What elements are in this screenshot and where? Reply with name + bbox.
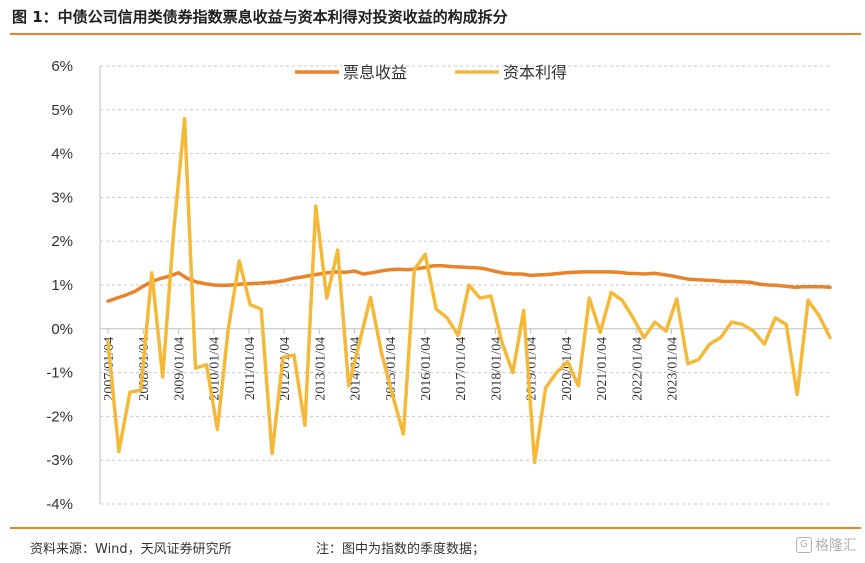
legend-label: 资本利得: [503, 63, 567, 82]
y-axis: 6% 5% 4% 3% 2% 1% 0% -1% -2% -3% -4%: [46, 58, 101, 513]
footnote: 注：图中为指数的季度数据；: [316, 542, 486, 557]
x-tick-label: 2020/01/04: [560, 337, 575, 401]
y-tick-label: 6%: [51, 58, 73, 75]
x-tick-label: 2012/01/04: [278, 337, 293, 401]
x-tick-label: 2009/01/04: [172, 337, 187, 401]
chart-title: 图 1：中债公司信用类债券指数票息收益与资本利得对投资收益的构成拆分: [12, 8, 508, 26]
x-tick-label: 2016/01/04: [419, 337, 434, 401]
series-line-资本利得: [106, 116, 832, 465]
y-tick-label: 5%: [51, 102, 73, 119]
y-tick-label: -1%: [46, 365, 73, 382]
y-tick-label: 0%: [51, 321, 73, 338]
gridlines: [100, 65, 830, 505]
line-chart: 6%5%4%3%2%1%0%-1%-2%-3%-4% 2007/01/04 200…: [46, 58, 832, 513]
footer-divider: [10, 527, 861, 529]
watermark-logo-icon: G: [796, 537, 812, 553]
x-tick-label: 2018/01/04: [489, 337, 504, 401]
y-tick-label: 1%: [51, 277, 73, 294]
x-tick-label: 2015/01/04: [384, 337, 399, 401]
x-tick-label: 2023/01/04: [666, 337, 681, 401]
x-tick-label: 2022/01/04: [630, 337, 645, 401]
series-line-票息收益: [106, 263, 832, 303]
x-tick-label: 2011/01/04: [243, 337, 258, 400]
y-tick-label: -2%: [46, 408, 73, 425]
y-tick-label: 4%: [51, 146, 73, 163]
x-tick-label: 2013/01/04: [313, 337, 328, 401]
x-tick-label: 2021/01/04: [595, 337, 610, 401]
y-tick-label: 2%: [51, 233, 73, 250]
watermark: G 格隆汇: [796, 535, 857, 555]
x-tick-label: 2014/01/04: [349, 337, 364, 401]
legend-label: 票息收益: [343, 63, 407, 82]
source-note: 资料来源：Wind，天风证券研究所: [30, 542, 232, 557]
legend: 票息收益 资本利得: [295, 63, 567, 82]
watermark-text: 格隆汇: [815, 538, 857, 554]
y-tick-label: 3%: [51, 189, 73, 206]
y-tick-label: -3%: [46, 452, 73, 469]
x-tick-label: 2017/01/04: [454, 337, 469, 401]
y-tick-label: -4%: [46, 496, 73, 513]
title-divider: [10, 33, 861, 35]
series-lines: [106, 116, 832, 465]
